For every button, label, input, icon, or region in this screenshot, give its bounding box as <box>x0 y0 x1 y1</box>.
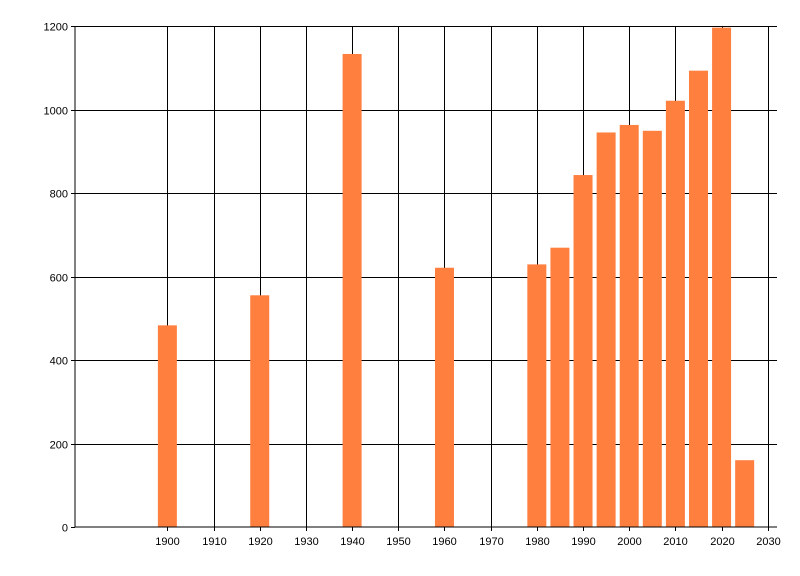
y-tick-label: 400 <box>50 356 68 368</box>
bar-2020 <box>712 27 732 527</box>
x-tick-label: 2000 <box>617 536 641 548</box>
bar-2005 <box>642 130 662 528</box>
bar-1995 <box>596 132 616 527</box>
y-tick-label: 0 <box>62 523 68 535</box>
x-tick-label: 1970 <box>479 536 503 548</box>
x-tick-label: 1940 <box>340 536 364 548</box>
y-tick-label: 800 <box>50 189 68 201</box>
y-tick-label: 600 <box>50 273 68 285</box>
bar-1980 <box>527 264 547 527</box>
bar-1900 <box>157 325 177 527</box>
bar-1985 <box>550 247 570 527</box>
x-tick-label: 1990 <box>571 536 595 548</box>
bar-2010 <box>665 100 685 528</box>
bars <box>157 27 755 528</box>
x-tick-label: 2020 <box>710 536 734 548</box>
y-tick-label: 1000 <box>44 106 68 118</box>
x-tick-label: 1960 <box>432 536 456 548</box>
x-tick-label: 1950 <box>386 536 410 548</box>
bar-2025 <box>735 460 755 527</box>
bar-2000 <box>619 124 639 527</box>
x-tick-label: 1900 <box>155 536 179 548</box>
x-tick-label: 1920 <box>248 536 272 548</box>
bar-2015 <box>688 70 708 528</box>
y-tick-label: 1200 <box>44 22 68 34</box>
x-tick-label: 1910 <box>202 536 226 548</box>
y-tick-label: 200 <box>50 440 68 452</box>
x-tick-label: 2010 <box>663 536 687 548</box>
x-axis-ticks: 1900 1910 1920 1930 1940 1950 1960 1970 1980 1990… <box>155 527 781 548</box>
bar-1920 <box>250 295 270 527</box>
x-tick-label: 1980 <box>525 536 549 548</box>
bar-1990 <box>573 175 593 528</box>
bar-1940 <box>342 53 362 527</box>
y-axis-ticks: 0 200 400 600 800 1000 1200 <box>44 22 75 535</box>
x-tick-label: 1930 <box>294 536 318 548</box>
axes <box>74 26 777 528</box>
bar-1960 <box>434 267 454 527</box>
x-tick-label: 2030 <box>756 536 780 548</box>
